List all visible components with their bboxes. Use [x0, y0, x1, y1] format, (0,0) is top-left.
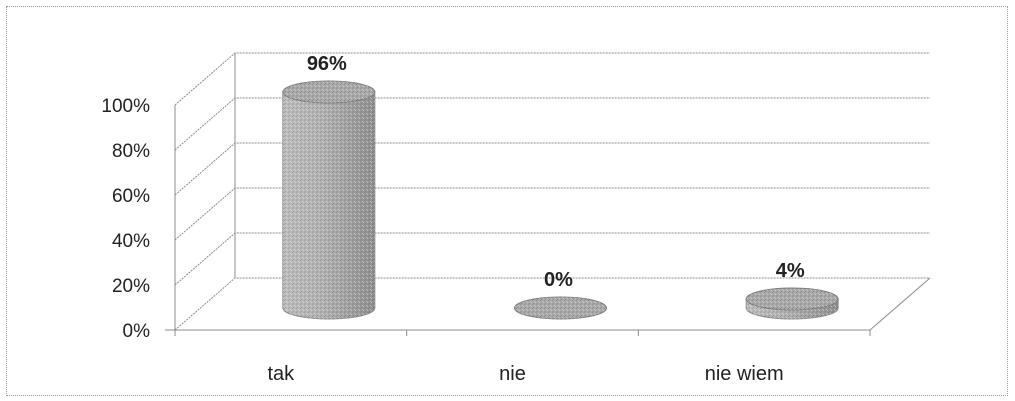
bar-tak — [282, 80, 376, 320]
category-label: tak — [267, 363, 295, 385]
y-tick-label: 0% — [123, 321, 151, 342]
bar-top-texture — [282, 81, 375, 103]
bar-texture — [282, 92, 375, 319]
category-label: nie — [499, 363, 526, 385]
data-label: 96% — [307, 53, 347, 75]
y-tick-label: 60% — [112, 186, 150, 207]
data-label: 0% — [544, 269, 573, 291]
y-tick-label: 80% — [112, 141, 150, 162]
bars — [282, 80, 839, 320]
category-label: nie wiem — [705, 363, 784, 385]
y-tick-label: 20% — [112, 276, 150, 297]
bar-nie-wiem — [745, 287, 839, 320]
bar-nie — [514, 296, 607, 320]
bar-top-texture — [514, 297, 607, 319]
data-label: 4% — [776, 260, 805, 282]
chart-frame — [6, 6, 1008, 396]
y-tick-label: 100% — [101, 96, 150, 117]
y-tick-label: 40% — [112, 231, 150, 252]
labels: 96% tak 0% nie 4% nie wiem — [267, 53, 804, 385]
axes: 0% 20% 40% 60% 80% 100% — [101, 52, 931, 342]
bar-top-texture — [746, 288, 839, 310]
